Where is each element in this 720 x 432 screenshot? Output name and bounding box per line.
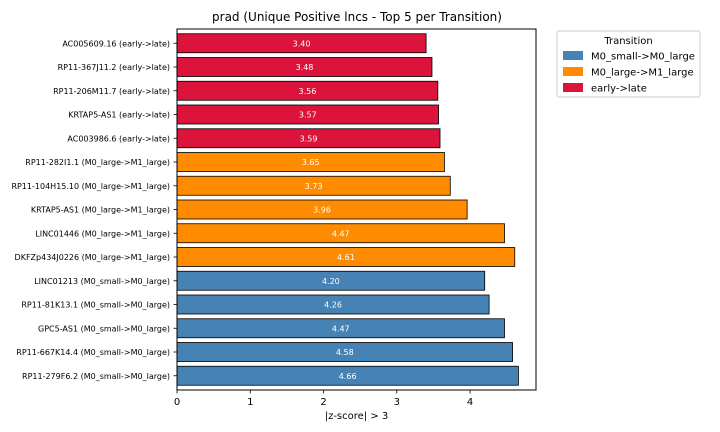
legend-box: [556, 30, 701, 98]
y-tick-label: RP11-81K13.1 (M0_small->M0_large): [21, 301, 170, 310]
bar-value-label: 3.40: [293, 39, 311, 48]
y-tick-label: LINC01213 (M0_small->M0_large): [34, 277, 170, 286]
bar-value-label: 3.73: [305, 182, 323, 191]
y-tick-label: DKFZp434J0226 (M0_large->M1_large): [15, 253, 170, 262]
plot-frame: [176, 28, 537, 391]
x-tick-label: 3: [394, 397, 400, 408]
y-tick-label: LINC01446 (M0_large->M1_large): [35, 229, 170, 238]
y-tick-label: AC003986.6 (early->late): [67, 134, 170, 143]
legend-swatch: [563, 67, 583, 76]
bar-value-label: 4.47: [332, 229, 350, 238]
bar-value-label: 3.57: [299, 111, 317, 120]
legend-label: M0_small->M0_large: [591, 52, 695, 63]
x-tick-label: 4: [467, 397, 473, 408]
bar-value-label: 3.56: [299, 87, 317, 96]
y-tick-label: RP11-279F6.2 (M0_small->M0_large): [22, 372, 170, 381]
legend-label: M0_large->M1_large: [591, 68, 694, 79]
y-tick-label: RP11-104H15.10 (M0_large->M1_large): [11, 182, 170, 191]
x-tick-label: 2: [320, 397, 326, 408]
y-tick-label: RP11-367J11.2 (early->late): [58, 63, 170, 72]
bar-value-label: 4.58: [336, 348, 354, 357]
bar-value-label: 4.47: [332, 324, 350, 333]
bar-value-label: 4.20: [322, 277, 340, 286]
legend-swatch: [563, 83, 583, 92]
legend-entries: M0_small->M0_large M0_large->M1_largeearl…: [563, 51, 695, 95]
y-tick-labels: AC005609.16 (early->late) RP11-367J11.2 (…: [11, 39, 177, 381]
bar-value-label: 4.61: [337, 253, 355, 262]
legend-label: early->late: [591, 84, 647, 95]
chart-title: prad (Unique Positive lncs - Top 5 per T…: [212, 10, 502, 24]
bars-layer: 3.40 3.48 3.56 3.57 3.59 3.65 3.73 3.96 4.47 4.61…: [176, 33, 519, 386]
y-tick-label: RP11-282I1.1 (M0_large->M1_large): [25, 158, 170, 167]
bar-value-label: 3.59: [300, 134, 318, 143]
legend: Transition M0_small->M0_large M0_large->M…: [556, 30, 701, 98]
y-tick-label: RP11-206M11.7 (early->late): [53, 87, 170, 96]
bar-value-label: 4.26: [324, 301, 342, 310]
bar-value-label: 3.65: [302, 158, 320, 167]
x-axis-label: |z-score| > 3: [325, 411, 389, 422]
bar-value-label: 3.96: [313, 206, 331, 215]
x-tick-label: 0: [174, 397, 180, 408]
y-tick-label: RP11-667K14.4 (M0_small->M0_large): [16, 348, 170, 357]
bar-value-label: 4.66: [339, 372, 357, 381]
bar-value-label: 3.48: [296, 63, 314, 72]
legend-title: Transition: [603, 36, 652, 47]
y-tick-label: GPC5-AS1 (M0_small->M0_large): [38, 324, 170, 333]
y-tick-label: AC005609.16 (early->late): [62, 39, 170, 48]
y-tick-label: KRTAP5-AS1 (M0_large->M1_large): [31, 206, 170, 215]
y-tick-label: KRTAP5-AS1 (early->late): [68, 111, 170, 120]
x-ticks: 0 1 2 3 4: [174, 390, 473, 408]
legend-swatch: [563, 51, 583, 60]
x-tick-label: 1: [247, 397, 253, 408]
